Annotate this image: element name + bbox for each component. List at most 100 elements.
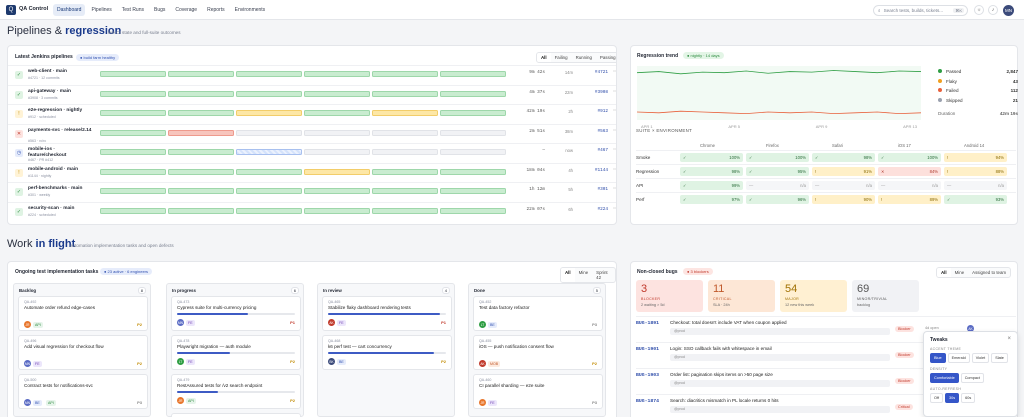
search-input[interactable]: ⌕ Search tests, builds, tickets... ⌘K xyxy=(873,5,968,16)
stage-segment[interactable] xyxy=(440,188,506,194)
pipeline-row[interactable]: ✓ security-scan · main #224 · scheduled 22m… xyxy=(8,201,616,221)
filter-sprint[interactable]: Sprint 42 xyxy=(596,270,608,280)
stage-segment[interactable] xyxy=(236,71,302,77)
task-card[interactable]: QA-496 Add visual regression for checkout… xyxy=(18,335,148,370)
notifications-bell-icon[interactable]: ♪ xyxy=(988,5,998,15)
stage-segment[interactable] xyxy=(100,129,166,136)
filter-mine[interactable]: Mine xyxy=(954,270,965,275)
task-card[interactable]: QA-468 k6 perf test — cart concurrency BK B… xyxy=(322,335,452,370)
stage-segment[interactable] xyxy=(372,129,438,136)
task-card[interactable]: QA-479 RestAssured tests for /v2 search e… xyxy=(171,374,301,409)
matrix-cell[interactable]: — n/a xyxy=(812,181,875,190)
pipeline-row[interactable]: ✓ web-client · main #4721 · 12 commits 9m 4… xyxy=(8,65,616,84)
stage-segment[interactable] xyxy=(236,207,302,214)
filter-all[interactable]: All xyxy=(561,268,575,282)
stage-segment[interactable] xyxy=(372,149,438,155)
task-card[interactable]: QA-452 Test data factory refactor LT BE P3 xyxy=(473,296,603,331)
stage-segment[interactable] xyxy=(304,207,370,214)
filter-failing[interactable]: Failing xyxy=(554,55,568,60)
matrix-cell[interactable]: — n/a xyxy=(878,181,941,190)
pipeline-row[interactable]: ◷ mobile-ios · feature/checkout #467 · PR … xyxy=(8,143,616,162)
more-options-icon[interactable]: ⋯ xyxy=(613,127,616,134)
stage-segment[interactable] xyxy=(372,90,438,97)
build-link[interactable]: #3908 xyxy=(594,89,608,95)
matrix-cell[interactable]: ✓ 100% xyxy=(878,153,941,162)
stage-segment[interactable] xyxy=(440,90,506,97)
pipeline-name[interactable]: security-scan · main xyxy=(28,205,75,211)
stage-segment[interactable] xyxy=(236,90,302,97)
bug-row[interactable]: BUG-1903 Order list: pagination skips ite… xyxy=(636,368,1016,392)
nav-test-runs[interactable]: Test Runs xyxy=(121,7,144,13)
stage-segment[interactable] xyxy=(168,129,234,136)
stage-segment[interactable] xyxy=(100,168,166,175)
stage-segment[interactable] xyxy=(304,110,370,116)
matrix-cell[interactable]: ✓ 93% xyxy=(944,195,1007,204)
matrix-cell[interactable]: — n/a xyxy=(746,181,809,190)
matrix-cell[interactable]: ✓ 95% xyxy=(746,167,809,176)
task-card[interactable]: QA-478 Playwright migration — auth module… xyxy=(171,335,301,370)
stage-segment[interactable] xyxy=(100,149,166,155)
stage-segment[interactable] xyxy=(168,71,234,77)
task-card[interactable]: QA-492 Automate order refund edge-cases JR… xyxy=(18,296,148,331)
stage-segment[interactable] xyxy=(372,71,438,77)
matrix-cell[interactable]: ✓ 100% xyxy=(680,153,743,162)
stage-segment[interactable] xyxy=(304,90,370,97)
stage-segment[interactable] xyxy=(168,90,234,97)
pipeline-name[interactable]: perf-benchmarks · main xyxy=(28,186,83,191)
close-icon[interactable]: × xyxy=(1007,336,1011,342)
stage-segment[interactable] xyxy=(236,168,302,175)
refresh-off[interactable]: Off xyxy=(930,393,943,403)
severity-card[interactable]: 11 CRITICAL SLA · 24h xyxy=(708,280,775,312)
stage-segment[interactable] xyxy=(304,149,370,155)
stage-segment[interactable] xyxy=(168,149,234,155)
severity-card[interactable]: 54 MAJOR 12 new this week xyxy=(780,280,847,312)
accent-slate[interactable]: Slate xyxy=(991,353,1008,363)
severity-card[interactable]: 69 MINOR/TRIVIAL backlog xyxy=(852,280,919,312)
matrix-cell[interactable]: ! 90% xyxy=(812,195,875,204)
task-card[interactable]: QA-473 Cypress suite for multi-currency p… xyxy=(171,296,301,331)
stage-segment[interactable] xyxy=(372,207,438,214)
stage-segment[interactable] xyxy=(304,188,370,194)
stage-segment[interactable] xyxy=(440,129,506,136)
nav-bugs[interactable]: Bugs xyxy=(154,7,166,13)
stage-segment[interactable] xyxy=(304,71,370,77)
more-options-icon[interactable]: ⋯ xyxy=(613,107,616,114)
build-link[interactable]: #4721 xyxy=(594,70,608,75)
stage-segment[interactable] xyxy=(440,110,506,116)
build-link[interactable]: #563 xyxy=(597,128,608,134)
stage-segment[interactable] xyxy=(440,71,506,77)
stage-segment[interactable] xyxy=(304,129,370,136)
pipeline-row[interactable]: ! mobile-android · main #1144 · nightly 18m… xyxy=(8,162,616,182)
nav-reports[interactable]: Reports xyxy=(207,7,225,13)
stage-segment[interactable] xyxy=(304,168,370,175)
bug-row[interactable]: BUG-1901 Login: SSO callback fails with w… xyxy=(636,342,1016,366)
refresh-60s[interactable]: 60s xyxy=(961,393,976,403)
bug-id[interactable]: BUG-1891 xyxy=(636,321,660,326)
density-comfortable[interactable]: Comfortable xyxy=(930,373,959,383)
stage-segment[interactable] xyxy=(440,149,506,155)
build-link[interactable]: #467 xyxy=(597,148,608,153)
matrix-cell[interactable]: ✓ 98% xyxy=(680,167,743,176)
matrix-cell[interactable]: — n/a xyxy=(944,181,1007,190)
more-options-icon[interactable]: ⋯ xyxy=(613,185,616,192)
stage-segment[interactable] xyxy=(372,110,438,116)
stage-segment[interactable] xyxy=(100,90,166,97)
more-options-icon[interactable]: ⋯ xyxy=(613,205,616,212)
more-options-icon[interactable]: ⋯ xyxy=(613,88,616,95)
filter-all[interactable]: All xyxy=(937,268,951,277)
matrix-cell[interactable]: ! 88% xyxy=(944,167,1007,176)
bug-row[interactable]: BUG-1874 Search: diacritics mismatch in P… xyxy=(636,394,1016,417)
stage-segment[interactable] xyxy=(236,188,302,194)
matrix-cell[interactable]: ! 89% xyxy=(878,195,941,204)
matrix-cell[interactable]: ✕ 84% xyxy=(878,167,941,176)
task-card[interactable]: QA-465 Stabilize flaky dashboard renderin… xyxy=(322,296,452,331)
stage-segment[interactable] xyxy=(440,207,506,214)
pipeline-name[interactable]: api-gateway · main xyxy=(28,88,71,94)
more-options-icon[interactable]: ⋯ xyxy=(613,146,616,153)
stage-segment[interactable] xyxy=(236,129,302,136)
filter-passing[interactable]: Passing xyxy=(599,55,616,60)
nav-coverage[interactable]: Coverage xyxy=(175,7,198,13)
task-card[interactable]: QA-455 iOS — push notification consent fl… xyxy=(473,335,603,370)
task-card[interactable]: QA-500 Contract tests for notifications-s… xyxy=(18,374,148,409)
pipeline-name[interactable]: mobile-android · main xyxy=(28,166,79,172)
